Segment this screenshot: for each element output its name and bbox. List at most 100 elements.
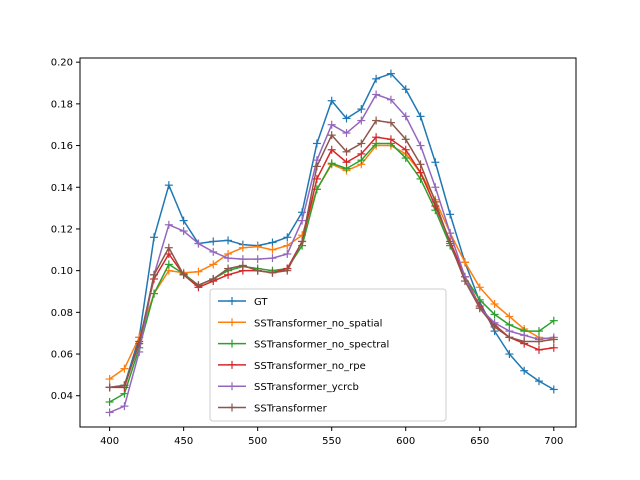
legend-label: SSTransformer_no_spatial [254, 318, 382, 329]
data-point [105, 397, 114, 406]
y-tick-label: 0.16 [51, 141, 73, 152]
data-point [401, 154, 410, 163]
data-point [194, 281, 203, 290]
y-tick-label: 0.20 [51, 58, 73, 69]
data-point [549, 343, 558, 352]
legend-item: SSTransformer_ycrcb [218, 382, 359, 393]
data-point [431, 197, 440, 206]
data-point [327, 131, 336, 140]
y-tick-label: 0.14 [51, 183, 73, 194]
data-point [534, 327, 543, 336]
data-point [327, 159, 336, 168]
data-point [416, 141, 425, 150]
data-point [342, 114, 351, 123]
data-point [105, 408, 114, 417]
x-tick-label: 700 [544, 436, 563, 447]
legend-item: GT [218, 297, 268, 308]
legend-item: SSTransformer_no_spatial [218, 318, 382, 329]
data-point [401, 135, 410, 144]
data-point [357, 105, 366, 114]
data-point [253, 242, 262, 251]
data-point [446, 239, 455, 248]
legend-label: SSTransformer_ycrcb [254, 382, 359, 393]
y-tick-label: 0.04 [51, 391, 73, 402]
data-point [312, 139, 321, 148]
data-point [357, 149, 366, 158]
data-point [164, 260, 173, 269]
data-point [327, 145, 336, 154]
data-point [209, 247, 218, 256]
data-point [490, 310, 499, 319]
data-point [224, 236, 233, 245]
data-point [431, 158, 440, 167]
data-point [475, 304, 484, 313]
data-point [460, 277, 469, 286]
data-point [283, 249, 292, 258]
data-point [357, 116, 366, 125]
data-point [386, 118, 395, 127]
data-point [224, 264, 233, 273]
data-point [520, 337, 529, 346]
y-tick-label: 0.18 [51, 99, 73, 110]
data-point [342, 129, 351, 138]
data-point [268, 245, 277, 254]
x-tick-label: 400 [100, 436, 119, 447]
data-point [105, 375, 114, 384]
data-point [386, 69, 395, 78]
data-point [534, 337, 543, 346]
data-point [534, 345, 543, 354]
legend-label: GT [254, 297, 268, 308]
data-point [475, 283, 484, 292]
legend-box [209, 288, 447, 422]
data-point [268, 268, 277, 277]
data-point [209, 260, 218, 269]
data-point [431, 183, 440, 192]
data-point [179, 216, 188, 225]
data-point [150, 270, 159, 279]
data-point [534, 377, 543, 386]
data-point [283, 266, 292, 275]
data-point [401, 85, 410, 94]
data-point [416, 112, 425, 121]
data-point [446, 210, 455, 219]
data-point [416, 160, 425, 169]
data-point [372, 133, 381, 142]
data-point [238, 243, 247, 252]
data-point [386, 95, 395, 104]
data-point [460, 258, 469, 267]
data-point [446, 229, 455, 238]
data-point [120, 381, 129, 390]
data-point [490, 300, 499, 308]
data-point [209, 274, 218, 283]
data-point [490, 322, 499, 331]
data-point [372, 74, 381, 83]
data-point [268, 254, 277, 263]
data-point [505, 350, 514, 359]
data-point [120, 402, 129, 411]
legend-label: SSTransformer_no_spectral [254, 340, 389, 351]
legend-item: SSTransformer [218, 403, 328, 415]
data-point [253, 255, 262, 264]
y-tick-label: 0.12 [51, 224, 73, 235]
data-point [401, 145, 410, 154]
data-point [372, 90, 381, 99]
data-point [238, 261, 247, 270]
data-point [298, 237, 307, 246]
data-point [283, 241, 292, 250]
data-point [164, 220, 173, 229]
data-point [179, 227, 188, 236]
data-point [549, 316, 558, 325]
data-point [150, 233, 159, 242]
data-point [164, 243, 173, 252]
data-point [372, 116, 381, 125]
data-point [120, 364, 129, 373]
x-tick-label: 550 [322, 436, 341, 447]
data-point [327, 96, 336, 105]
data-point [105, 383, 114, 392]
legend-item: SSTransformer_no_rpe [218, 360, 366, 372]
legend-label: SSTransformer_no_rpe [254, 361, 366, 372]
data-point [386, 135, 395, 144]
data-point [283, 233, 292, 242]
data-point [194, 239, 203, 248]
